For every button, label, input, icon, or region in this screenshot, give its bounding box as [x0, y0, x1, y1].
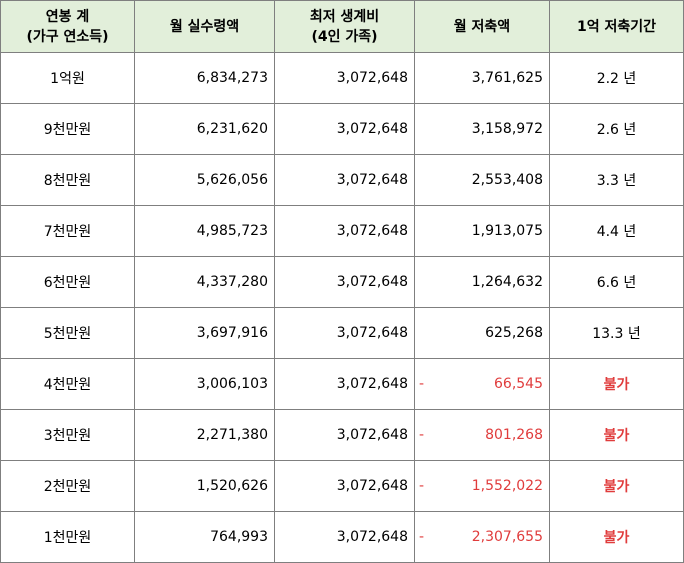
- savings-period-cell: 3.3 년: [549, 154, 684, 206]
- monthly-net-cell: 2,271,380: [134, 409, 275, 461]
- header-income-line1: 연봉 계: [45, 8, 90, 25]
- savings-value: 1,552,022: [471, 478, 543, 494]
- savings-period-cell: 6.6 년: [549, 256, 684, 308]
- savings-value: 625,268: [485, 325, 543, 341]
- monthly-net-cell: 1,520,626: [134, 460, 275, 512]
- income-cell: 1천만원: [0, 511, 135, 563]
- income-cell: 9천만원: [0, 103, 135, 155]
- savings-period-cell: 불가: [549, 358, 684, 410]
- header-monthly-savings-line1: 월 저축액: [453, 18, 511, 35]
- monthly-net-cell: 4,337,280: [134, 256, 275, 308]
- header-min-living-line1: 최저 생계비: [309, 8, 380, 25]
- income-cell: 3천만원: [0, 409, 135, 461]
- minus-sign: -: [419, 529, 425, 545]
- monthly-savings-cell: 3,158,972: [414, 103, 550, 155]
- savings-period-cell: 불가: [549, 511, 684, 563]
- min-living-cell: 3,072,648: [274, 154, 415, 206]
- table-row: 2천만원 1,520,626 3,072,648 - 1,552,022 불가: [0, 460, 684, 512]
- min-living-cell: 3,072,648: [274, 409, 415, 461]
- monthly-net-cell: 6,231,620: [134, 103, 275, 155]
- min-living-cell: 3,072,648: [274, 103, 415, 155]
- savings-period-cell: 4.4 년: [549, 205, 684, 257]
- income-cell: 2천만원: [0, 460, 135, 512]
- min-living-cell: 3,072,648: [274, 52, 415, 104]
- minus-sign: -: [419, 376, 425, 392]
- header-income-line2: (가구 연소득): [26, 28, 109, 45]
- monthly-savings-cell: - 801,268: [414, 409, 550, 461]
- monthly-savings-cell: - 1,552,022: [414, 460, 550, 512]
- savings-period-cell: 불가: [549, 460, 684, 512]
- table-row: 5천만원 3,697,916 3,072,648 625,268 13.3 년: [0, 307, 684, 359]
- monthly-net-cell: 3,697,916: [134, 307, 275, 359]
- table-row: 1억원 6,834,273 3,072,648 3,761,625 2.2 년: [0, 52, 684, 104]
- header-savings-period: 1억 저축기간: [549, 0, 684, 53]
- savings-period-cell: 불가: [549, 409, 684, 461]
- income-cell: 6천만원: [0, 256, 135, 308]
- savings-value: 3,761,625: [471, 70, 543, 86]
- savings-period-cell: 13.3 년: [549, 307, 684, 359]
- min-living-cell: 3,072,648: [274, 460, 415, 512]
- header-monthly-savings: 월 저축액: [414, 0, 550, 53]
- header-monthly-net: 월 실수령액: [134, 0, 275, 53]
- monthly-savings-cell: - 2,307,655: [414, 511, 550, 563]
- savings-value: 1,913,075: [471, 223, 543, 239]
- header-row: 연봉 계 (가구 연소득) 월 실수령액 최저 생계비 (4인 가족) 월 저축…: [0, 0, 684, 53]
- table-header: 연봉 계 (가구 연소득) 월 실수령액 최저 생계비 (4인 가족) 월 저축…: [0, 0, 684, 53]
- header-income: 연봉 계 (가구 연소득): [0, 0, 135, 53]
- income-cell: 7천만원: [0, 205, 135, 257]
- savings-value: 66,545: [494, 376, 543, 392]
- income-cell: 5천만원: [0, 307, 135, 359]
- income-cell: 1억원: [0, 52, 135, 104]
- table-row: 1천만원 764,993 3,072,648 - 2,307,655 불가: [0, 511, 684, 563]
- savings-value: 801,268: [485, 427, 543, 443]
- min-living-cell: 3,072,648: [274, 358, 415, 410]
- savings-period-cell: 2.6 년: [549, 103, 684, 155]
- savings-value: 3,158,972: [471, 121, 543, 137]
- table-row: 9천만원 6,231,620 3,072,648 3,158,972 2.6 년: [0, 103, 684, 155]
- table-row: 3천만원 2,271,380 3,072,648 - 801,268 불가: [0, 409, 684, 461]
- header-min-living: 최저 생계비 (4인 가족): [274, 0, 415, 53]
- income-cell: 8천만원: [0, 154, 135, 206]
- min-living-cell: 3,072,648: [274, 511, 415, 563]
- savings-value: 2,553,408: [471, 172, 543, 188]
- table-row: 6천만원 4,337,280 3,072,648 1,264,632 6.6 년: [0, 256, 684, 308]
- header-min-living-line2: (4인 가족): [311, 28, 378, 45]
- monthly-savings-cell: 3,761,625: [414, 52, 550, 104]
- savings-value: 2,307,655: [471, 529, 543, 545]
- savings-value: 1,264,632: [471, 274, 543, 290]
- minus-sign: -: [419, 427, 425, 443]
- monthly-net-cell: 764,993: [134, 511, 275, 563]
- savings-period-cell: 2.2 년: [549, 52, 684, 104]
- table-row: 8천만원 5,626,056 3,072,648 2,553,408 3.3 년: [0, 154, 684, 206]
- monthly-net-cell: 5,626,056: [134, 154, 275, 206]
- income-cell: 4천만원: [0, 358, 135, 410]
- monthly-savings-cell: 1,913,075: [414, 205, 550, 257]
- monthly-net-cell: 4,985,723: [134, 205, 275, 257]
- min-living-cell: 3,072,648: [274, 256, 415, 308]
- header-savings-period-line1: 1억 저축기간: [576, 18, 656, 35]
- minus-sign: -: [419, 478, 425, 494]
- min-living-cell: 3,072,648: [274, 307, 415, 359]
- monthly-net-cell: 6,834,273: [134, 52, 275, 104]
- table-row: 4천만원 3,006,103 3,072,648 - 66,545 불가: [0, 358, 684, 410]
- monthly-savings-cell: 1,264,632: [414, 256, 550, 308]
- table-body: 1억원 6,834,273 3,072,648 3,761,625 2.2 년 …: [0, 52, 684, 563]
- monthly-savings-cell: - 66,545: [414, 358, 550, 410]
- monthly-savings-cell: 625,268: [414, 307, 550, 359]
- table-row: 7천만원 4,985,723 3,072,648 1,913,075 4.4 년: [0, 205, 684, 257]
- monthly-net-cell: 3,006,103: [134, 358, 275, 410]
- header-monthly-net-line1: 월 실수령액: [169, 18, 240, 35]
- monthly-savings-cell: 2,553,408: [414, 154, 550, 206]
- min-living-cell: 3,072,648: [274, 205, 415, 257]
